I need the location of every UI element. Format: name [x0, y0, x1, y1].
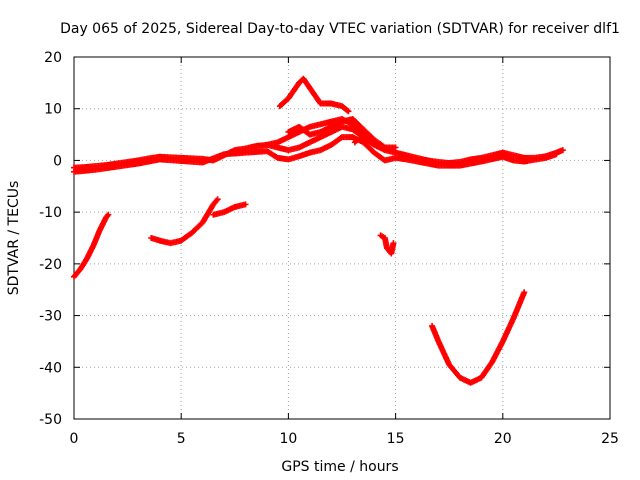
y-tick-label: 0 [53, 153, 62, 169]
series-arc-17h [429, 289, 528, 386]
series-cluster-14h [377, 232, 397, 257]
data-point [214, 196, 221, 203]
data-point [553, 151, 560, 158]
y-tick-label: -30 [39, 309, 62, 325]
data-point [345, 108, 352, 115]
series-arc-4h [148, 196, 221, 247]
y-tick-label: 20 [44, 50, 62, 66]
x-axis: 0 5 10 15 20 25 [70, 57, 619, 447]
series-arc-7h [210, 201, 249, 218]
data-point [105, 211, 112, 218]
series-cluster-13h [351, 136, 361, 146]
x-axis-label: GPS time / hours [281, 459, 398, 475]
x-tick-label: 15 [387, 431, 405, 447]
y-tick-label: -40 [39, 360, 62, 376]
data-point [559, 147, 566, 154]
y-tick-label: 10 [44, 102, 62, 118]
data-point [344, 107, 351, 114]
y-tick-label: -10 [39, 205, 62, 221]
y-tick-label: -20 [39, 257, 62, 273]
x-tick-label: 5 [177, 431, 186, 447]
data-points [71, 75, 566, 386]
data-point [380, 143, 387, 150]
data-point [521, 289, 528, 296]
y-axis-label: SDTVAR / TECUs [6, 181, 22, 296]
data-point [392, 144, 399, 151]
series-band-lower [71, 134, 560, 175]
data-point [381, 144, 388, 151]
data-point [390, 240, 397, 247]
data-point [351, 139, 358, 146]
plot-frame [73, 56, 611, 420]
y-axis: -50 -40 -30 -20 -10 0 10 20 [39, 50, 610, 428]
x-tick-label: 10 [279, 431, 297, 447]
series-arc-10h [276, 75, 352, 115]
x-tick-label: 20 [494, 431, 512, 447]
series-arc-0h [71, 211, 112, 280]
x-tick-label: 25 [601, 431, 619, 447]
x-tick-label: 0 [70, 431, 79, 447]
series-band-upper-2 [285, 116, 388, 151]
chart-title: Day 065 of 2025, Sidereal Day-to-day VTE… [60, 21, 620, 37]
data-point [242, 201, 249, 208]
y-tick-label: -50 [39, 412, 62, 428]
